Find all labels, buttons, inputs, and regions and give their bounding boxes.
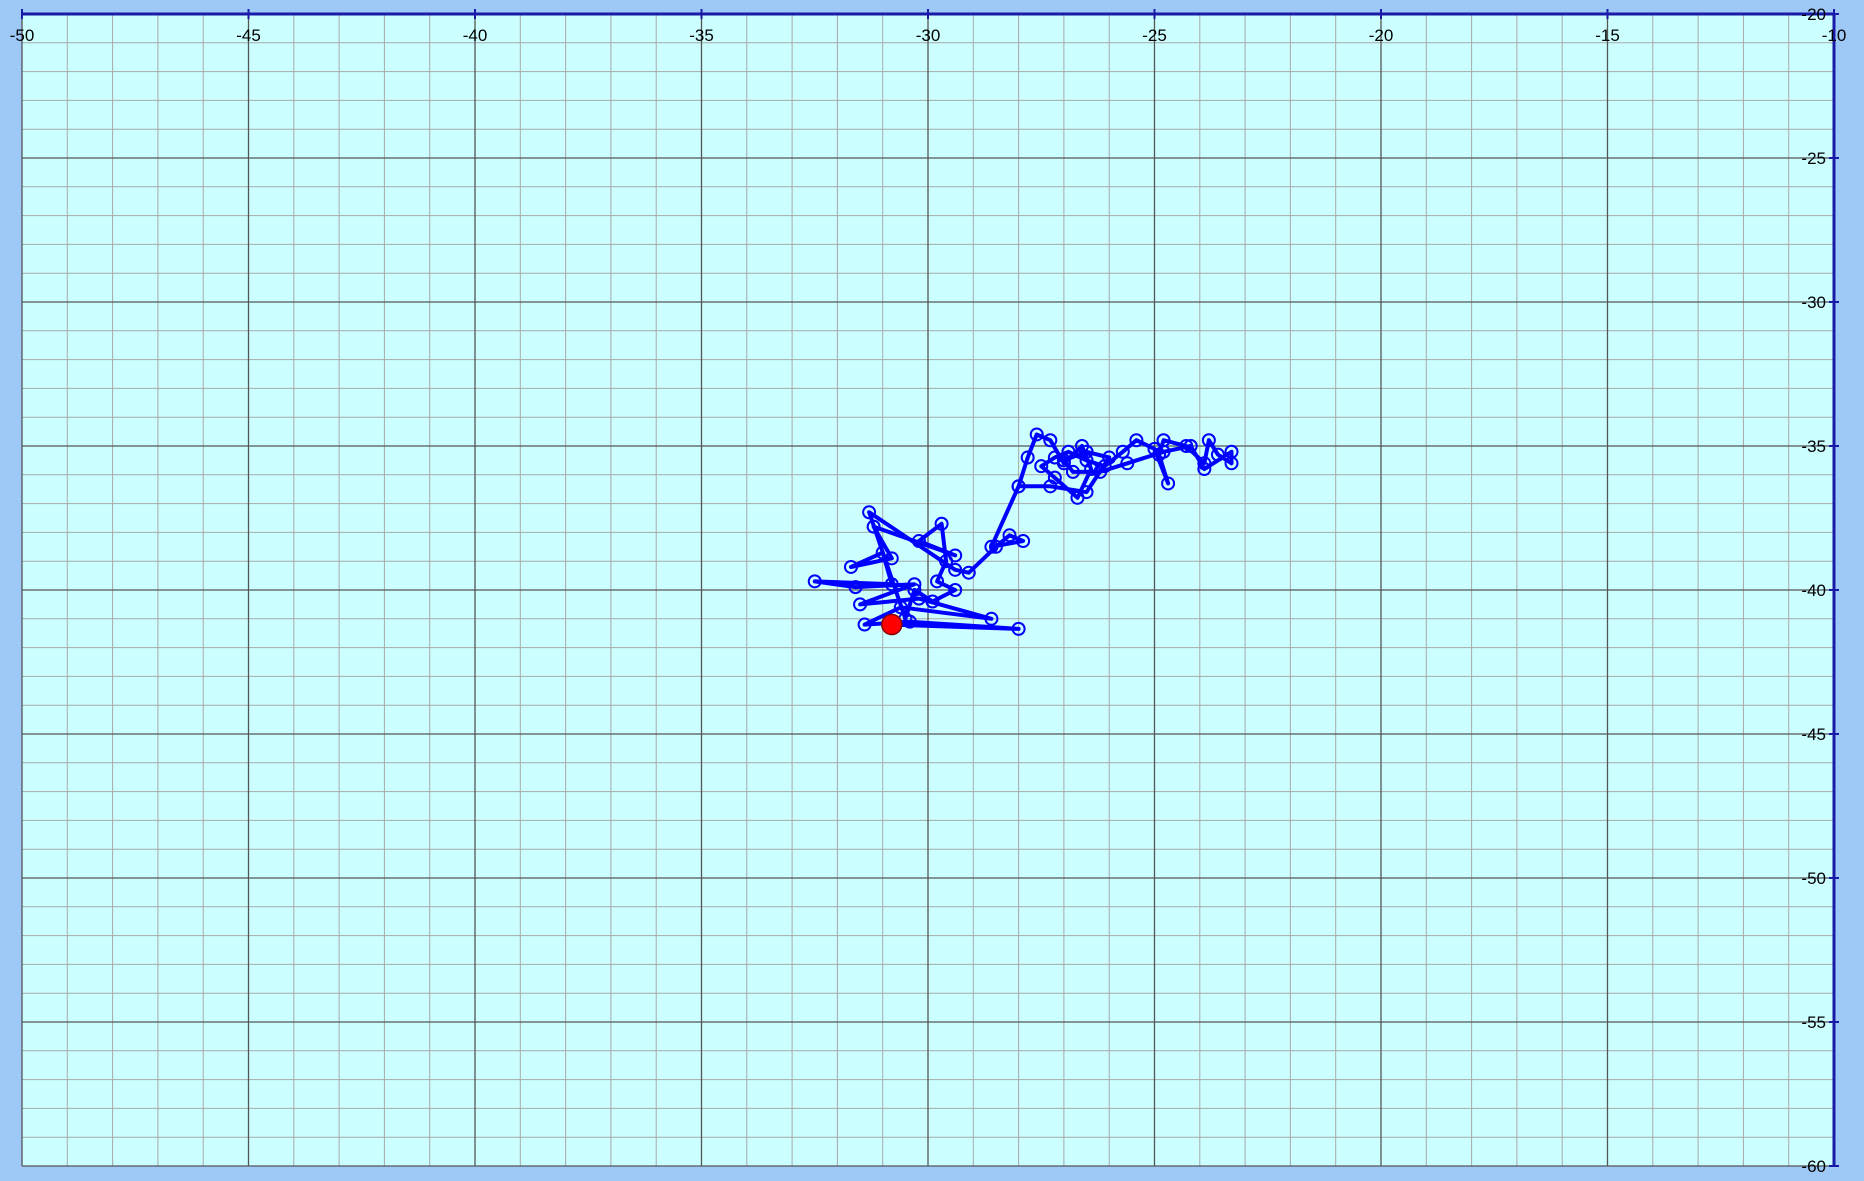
data-point (1210, 447, 1225, 462)
data-point (1179, 439, 1194, 453)
data-point (1079, 453, 1094, 468)
data-point (1056, 453, 1071, 468)
data-point (893, 600, 908, 615)
data-point (988, 539, 1003, 554)
x-tick-label: -25 (1142, 26, 1167, 45)
data-point (843, 559, 858, 574)
data-point (866, 519, 881, 534)
data-point (930, 574, 945, 589)
y-tick-label: -50 (1801, 869, 1826, 888)
data-point (948, 562, 963, 577)
x-tick-label: -15 (1595, 26, 1620, 45)
y-tick-label: -20 (1801, 5, 1826, 24)
data-point (1043, 433, 1058, 448)
data-point (807, 574, 822, 589)
data-point (853, 597, 868, 612)
data-point (1020, 450, 1035, 465)
x-tick-label: -20 (1369, 26, 1394, 45)
data-point (1047, 450, 1062, 465)
data-point (884, 551, 899, 566)
data-point (1011, 479, 1026, 494)
data-point (1156, 444, 1171, 459)
data-point (1197, 456, 1212, 471)
current-point-layer (881, 613, 903, 636)
data-point (948, 583, 963, 597)
data-point (1197, 462, 1212, 477)
y-tick-label: -55 (1801, 1013, 1826, 1032)
data-point (1183, 439, 1198, 453)
data-point (857, 617, 872, 632)
data-point (934, 516, 949, 531)
data-point (1201, 433, 1216, 448)
data-point (1011, 621, 1026, 636)
y-tick-label: -30 (1801, 293, 1826, 312)
data-point (1079, 485, 1094, 500)
data-point (884, 577, 899, 592)
x-tick-label: -50 (10, 26, 35, 45)
y-tick-label: -25 (1801, 149, 1826, 168)
data-point (1043, 479, 1058, 494)
data-point (925, 594, 940, 609)
data-point (907, 583, 922, 597)
y-tick-label: -60 (1801, 1157, 1826, 1176)
data-point (1129, 433, 1144, 448)
data-point (907, 577, 922, 592)
data-point (1016, 534, 1031, 549)
x-tick-label: -45 (236, 26, 261, 45)
data-point (984, 611, 999, 626)
data-point (1093, 464, 1108, 479)
current-point-marker (881, 613, 903, 636)
data-point (1029, 427, 1044, 442)
data-point (1002, 528, 1017, 543)
data-point (848, 580, 863, 595)
data-point (1034, 459, 1049, 474)
data-point (939, 554, 954, 569)
series-layer (807, 427, 1239, 636)
x-axis-ticks: -50 -45 -40 -35 -30 -25 -20 -15 -10 (10, 9, 1847, 45)
data-point (984, 539, 999, 554)
y-tick-label: -35 (1801, 437, 1826, 456)
data-point (1079, 444, 1094, 459)
y-tick-label: -45 (1801, 725, 1826, 744)
data-point (911, 534, 926, 549)
data-point (1161, 476, 1176, 491)
y-tick-label: -40 (1801, 581, 1826, 600)
data-point (1102, 450, 1117, 465)
data-point (862, 505, 877, 520)
data-point (1115, 444, 1130, 459)
data-point (1065, 464, 1080, 479)
x-tick-label: -30 (916, 26, 941, 45)
data-point (961, 565, 976, 580)
x-tick-label: -40 (463, 26, 488, 45)
data-point (1120, 456, 1135, 471)
x-tick-label: -10 (1822, 26, 1847, 45)
x-tick-label: -35 (689, 26, 714, 45)
data-point (1224, 444, 1239, 459)
y-axis-ticks: -20 -25 -30 -35 -40 -45 -50 -55 -60 (1801, 5, 1839, 1176)
